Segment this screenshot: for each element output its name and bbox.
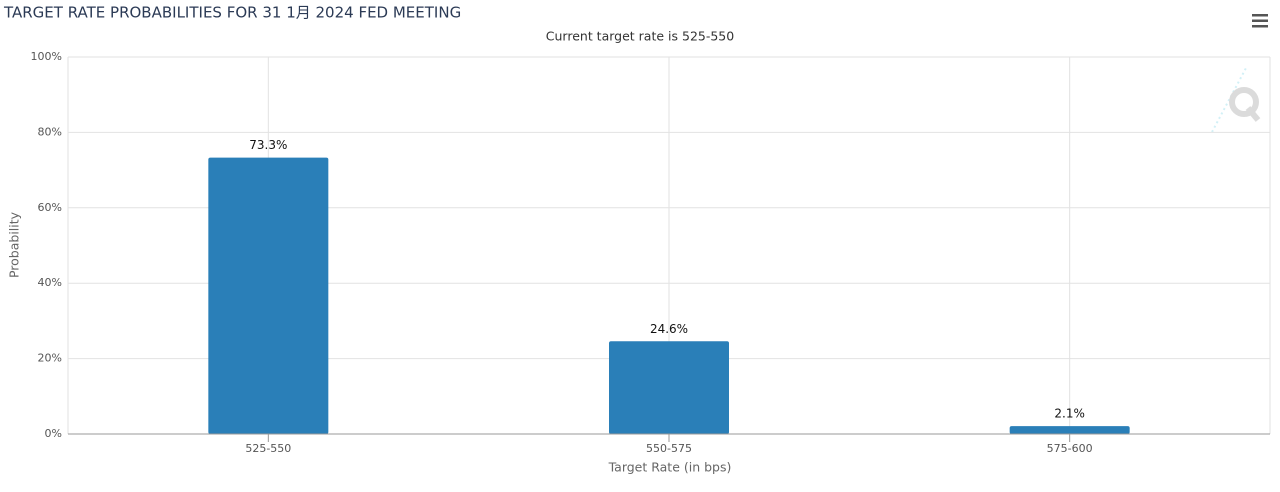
data-label: 2.1% xyxy=(1054,407,1085,421)
menu-button[interactable] xyxy=(1252,14,1268,28)
bar xyxy=(609,341,729,434)
bar xyxy=(208,157,329,434)
y-tick-label: 60% xyxy=(38,201,62,214)
x-tick-label: 550-575 xyxy=(646,442,692,455)
chart-subtitle: Current target rate is 525-550 xyxy=(546,29,734,44)
watermark-q xyxy=(1229,87,1259,117)
x-tick-label: 575-600 xyxy=(1047,442,1093,455)
y-axis-title: Probability xyxy=(7,211,22,278)
x-tick-label: 525-550 xyxy=(245,442,291,455)
watermark xyxy=(1211,67,1261,133)
menu-bar xyxy=(1252,25,1268,28)
menu-bar xyxy=(1252,14,1268,17)
data-label: 73.3% xyxy=(249,138,287,152)
chart-title: TARGET RATE PROBABILITIES FOR 31 1月 2024… xyxy=(3,4,461,22)
x-axis-title: Target Rate (in bps) xyxy=(608,460,732,475)
y-tick-label: 40% xyxy=(38,276,62,289)
menu-bar xyxy=(1252,19,1268,22)
y-tick-label: 100% xyxy=(31,50,62,63)
y-tick-label: 0% xyxy=(45,427,62,440)
y-tick-label: 20% xyxy=(38,352,62,365)
watermark-q-tail xyxy=(1245,106,1261,122)
y-tick-label: 80% xyxy=(38,125,62,138)
data-label: 24.6% xyxy=(650,322,688,336)
watermark-stroke xyxy=(1211,67,1247,133)
bar xyxy=(1009,426,1130,434)
